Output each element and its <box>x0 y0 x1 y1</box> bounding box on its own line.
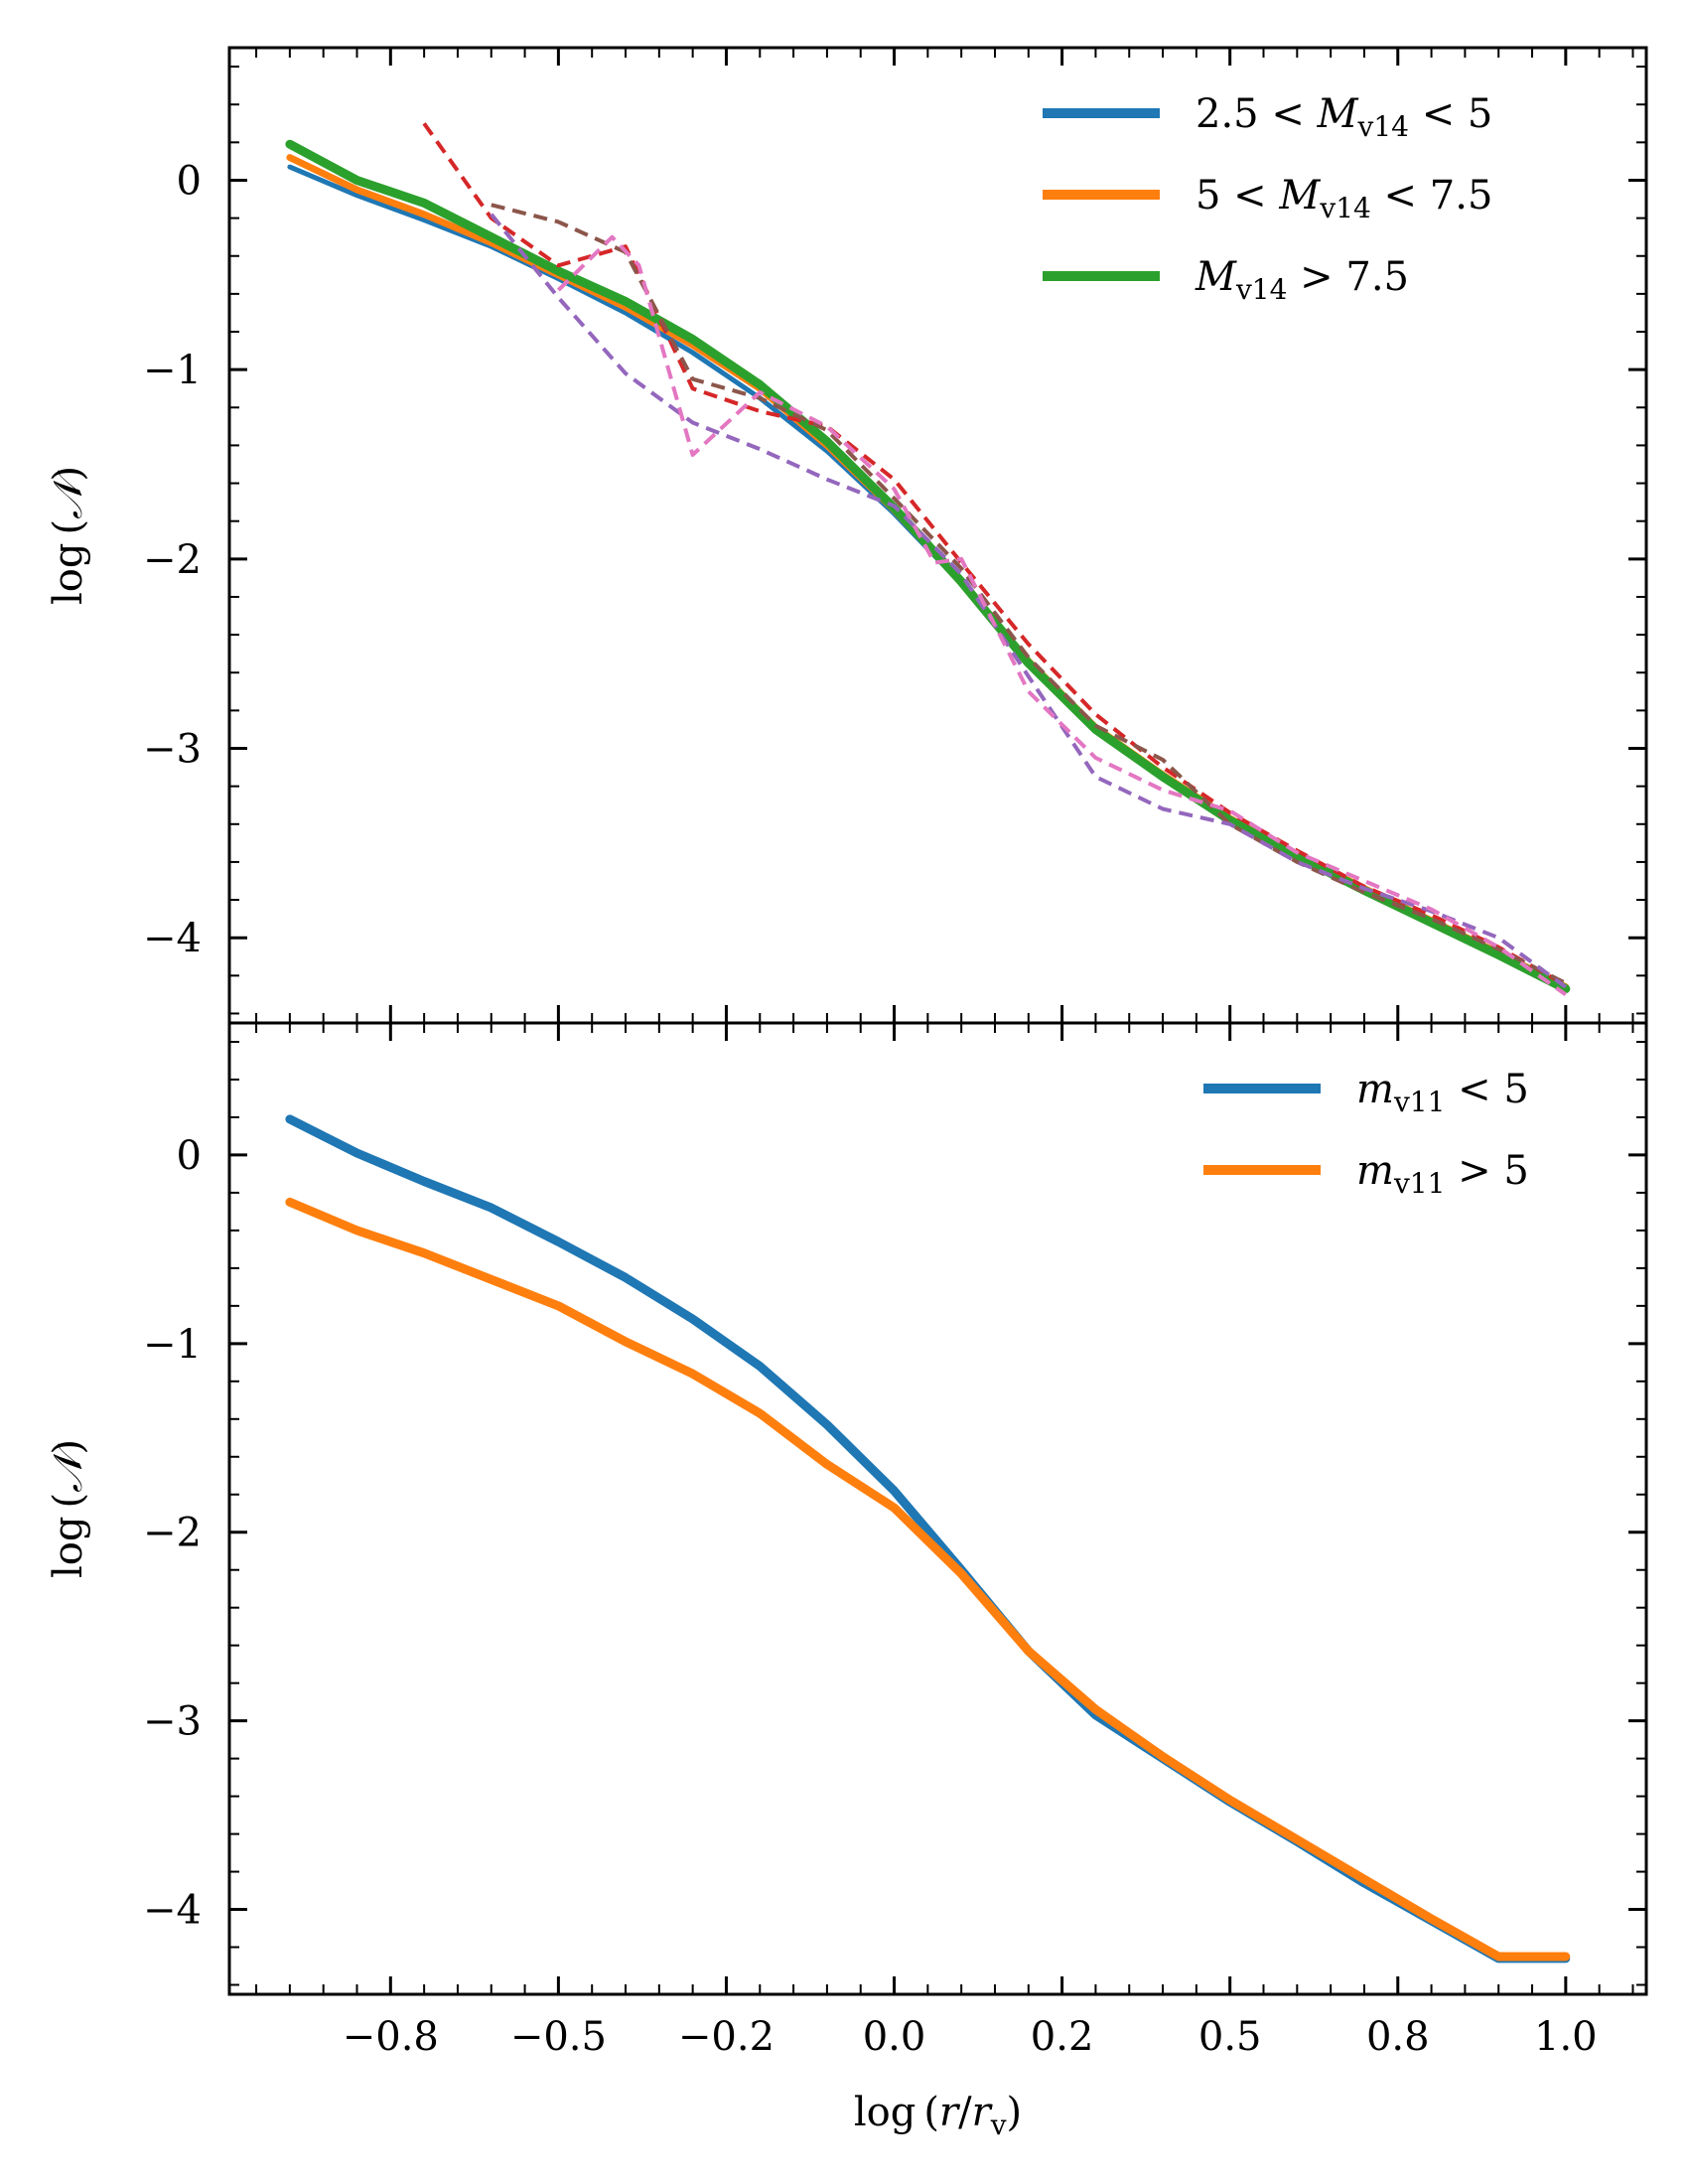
series-group <box>285 1114 1571 1964</box>
y-tick-label: 0 <box>177 158 202 204</box>
y-axis-label: log(𝒩) <box>46 1439 91 1578</box>
y-tick-label: −1 <box>143 348 202 393</box>
x-tick-label: −0.8 <box>343 2014 439 2060</box>
bottom-panel: 0 −1 −2 −3 −4 −0.8 −0.5 −0.2 0.0 0.2 0.5 0.8 1.0 log(… <box>46 1021 1648 2141</box>
y-tick-label: −1 <box>143 1322 202 1368</box>
series-line-dashed-purple <box>490 213 1567 989</box>
series-line-dashed-red <box>422 122 1567 987</box>
y-tick-label: 0 <box>177 1133 202 1179</box>
x-tick-label: 0.0 <box>863 2014 926 2060</box>
y-tick-label: −2 <box>143 537 202 583</box>
y-tick-label: −2 <box>143 1511 202 1556</box>
x-tick-label: −0.2 <box>678 2014 774 2060</box>
series-line-dashed-pink <box>556 234 1567 997</box>
legend-label: mv11 < 5 <box>1356 1067 1529 1118</box>
plot-frame <box>227 1021 1648 1996</box>
y-tick-label: −3 <box>143 727 202 773</box>
y-tick-label: −3 <box>143 1699 202 1745</box>
top-panel: 0 −1 −2 −3 −4 log(𝒩) 2.5 < Mv14 < 5 5 < Mv14 < … <box>46 46 1648 1025</box>
x-tick-label: −0.5 <box>510 2014 607 2060</box>
y-tick-label: −4 <box>143 916 202 961</box>
x-tick-label: 1.0 <box>1534 2014 1598 2060</box>
x-tick-label: 0.5 <box>1198 2014 1262 2060</box>
legend-label: 2.5 < Mv14 < 5 <box>1196 91 1492 143</box>
series-group <box>285 122 1571 997</box>
legend-label: mv11 > 5 <box>1356 1148 1529 1200</box>
legend: mv11 < 5 mv11 > 5 <box>1203 1067 1529 1200</box>
legend: 2.5 < Mv14 < 5 5 < Mv14 < 7.5 Mv14 > 7.5 <box>1043 91 1492 306</box>
x-tick-label: 0.2 <box>1031 2014 1094 2060</box>
series-line-m-v11-5 <box>285 1197 1571 1962</box>
x-axis-label: log (r/rv) <box>854 2090 1022 2141</box>
legend-label: 5 < Mv14 < 7.5 <box>1196 173 1492 224</box>
x-tick-label: 0.8 <box>1366 2014 1430 2060</box>
y-tick-label: −4 <box>143 1888 202 1934</box>
series-line-m-v14-7-5 <box>285 139 1571 994</box>
y-axis-label: log(𝒩) <box>46 466 91 605</box>
legend-label: Mv14 > 7.5 <box>1195 254 1409 306</box>
